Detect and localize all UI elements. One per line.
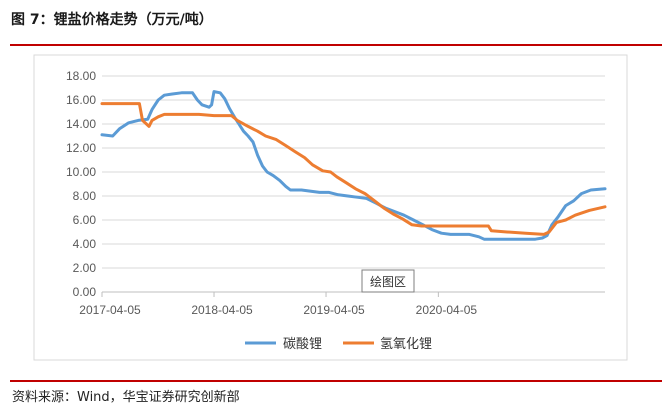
- source-note: 资料来源：Wind，华宝证券研究创新部: [12, 390, 240, 405]
- y-tick-label: 14.00: [66, 117, 96, 131]
- series-lines: [100, 90, 607, 241]
- gridlines: [102, 75, 605, 293]
- chart-frame: [33, 54, 628, 361]
- y-tick-label: 8.00: [73, 189, 97, 203]
- y-tick-label: 6.00: [73, 213, 97, 227]
- x-tick-label: 2019-04-05: [303, 303, 365, 317]
- y-tick-label: 4.00: [73, 237, 97, 251]
- figure-title: 图 7：锂盐价格走势（万元/吨）: [11, 12, 213, 28]
- legend-label: 氢氧化锂: [380, 337, 432, 352]
- title-divider: [10, 44, 662, 46]
- plot-area-tooltip-box: [361, 269, 415, 293]
- y-tick-label: 0.00: [73, 285, 97, 299]
- series-line-lithium-carbonate: [100, 90, 607, 241]
- x-axis-ticks: 2017-04-05 2018-04-05 2019-04-05 2020-04-05: [79, 292, 477, 317]
- y-tick-label: 16.00: [66, 93, 96, 107]
- y-tick-label: 18.00: [66, 69, 96, 83]
- legend-label: 碳酸锂: [283, 337, 322, 352]
- x-tick-label: 2020-04-05: [416, 303, 478, 317]
- series-line-lithium-hydroxide: [100, 102, 607, 236]
- x-tick-label: 2017-04-05: [79, 303, 141, 317]
- plot-area-tooltip-text: 绘图区: [370, 274, 406, 289]
- line-chart: 18.00 16.00 14.00 12.00 10.00 8.00 6.00 4.00 2.0…: [33, 54, 628, 361]
- footer-divider: [10, 380, 662, 382]
- x-tick-label: 2018-04-05: [191, 303, 253, 317]
- y-tick-label: 10.00: [66, 165, 96, 179]
- plot-area-tooltip: 绘图区: [361, 269, 415, 293]
- legend[interactable]: 碳酸锂 氢氧化锂: [245, 337, 432, 352]
- y-tick-label: 12.00: [66, 141, 96, 155]
- y-axis-ticks: 18.00 16.00 14.00 12.00 10.00 8.00 6.00 4.00 2.0…: [66, 69, 96, 299]
- y-tick-label: 2.00: [73, 261, 97, 275]
